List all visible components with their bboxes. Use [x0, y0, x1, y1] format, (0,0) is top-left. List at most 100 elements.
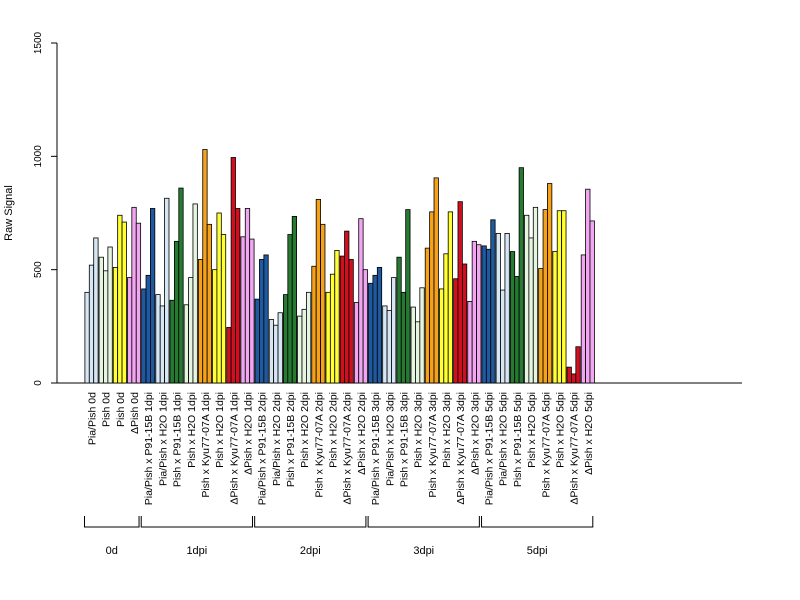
- y-tick-label: 0: [33, 380, 44, 386]
- bar: [509, 251, 516, 384]
- bar: [433, 177, 439, 384]
- bar: [495, 232, 501, 384]
- group-bracket: [140, 516, 253, 528]
- bar: [358, 218, 364, 384]
- bar: [376, 266, 383, 384]
- bar: [504, 232, 510, 384]
- bar: [438, 288, 445, 384]
- category-labels: Pia/Pish 0d Pish 0d Pish 0d ΔPish 0d Pia/Pis…: [87, 392, 595, 505]
- bar: [273, 324, 279, 384]
- bar: [117, 214, 123, 384]
- bar: [429, 211, 435, 384]
- bar: [164, 197, 170, 384]
- bar: [311, 265, 317, 384]
- category-label: ΔPish x Kyu77-07A 1dpi: [228, 392, 240, 505]
- category-label: ΔPish x H2O 3dpi: [469, 392, 481, 475]
- category-label: ΔPish x Kyu77-07A 5dpi: [569, 392, 581, 505]
- bar: [297, 315, 303, 384]
- category-label: Pish x H2O 1dpi: [186, 392, 198, 468]
- category-label: ΔPish x H2O 5dpi: [583, 392, 595, 475]
- bar: [98, 256, 104, 384]
- bar: [155, 294, 161, 384]
- group-label: 5dpi: [527, 545, 548, 557]
- bar: [362, 269, 368, 384]
- category-label: Pish x Kyu77-07A 2dpi: [313, 392, 325, 498]
- category-label: Pish x H2O 2dpi: [299, 392, 311, 468]
- category-label: Pish x H2O 3dpi: [441, 392, 453, 468]
- bar: [415, 321, 421, 384]
- bar: [419, 287, 425, 384]
- bar: [230, 157, 236, 384]
- bar: [320, 223, 326, 384]
- category-label: Pish x H2O 1dpi: [214, 392, 226, 468]
- bar: [518, 167, 524, 384]
- bar: [334, 249, 340, 384]
- category-label: Pia/Pish x P91-15B 2dpi: [257, 392, 269, 505]
- bar: [315, 198, 321, 384]
- bar: [183, 304, 189, 384]
- category-label: Pish x H2O 5dpi: [554, 392, 566, 468]
- bar: [481, 245, 487, 384]
- bar: [410, 306, 416, 384]
- group-label: 1dpi: [186, 545, 207, 557]
- bar: [424, 247, 431, 384]
- bar: [226, 327, 232, 384]
- bar: [547, 183, 553, 384]
- bar: [121, 221, 127, 384]
- bar: [447, 211, 454, 384]
- bars: [84, 149, 595, 384]
- bar: [566, 366, 572, 384]
- category-label: Pish 0d: [101, 392, 113, 427]
- bar: [528, 237, 534, 384]
- category-label: ΔPish x Kyu77-07A 3dpi: [455, 392, 467, 505]
- category-label: Pish x H2O 2dpi: [328, 392, 340, 468]
- bar: [457, 201, 463, 384]
- bar: [103, 270, 109, 384]
- category-label: Pia/Pish 0d: [87, 392, 99, 445]
- bar: [268, 319, 275, 384]
- bar: [244, 208, 251, 384]
- bar: [471, 240, 477, 384]
- bar: [93, 237, 99, 384]
- category-label: Pish x H2O 5dpi: [526, 392, 538, 468]
- bar: [259, 259, 265, 384]
- bar: [561, 210, 567, 384]
- bar: [589, 220, 595, 384]
- group-brackets: 0d 1dpi 2dpi 3dpi 5dpi: [84, 516, 594, 557]
- bar: [382, 305, 388, 384]
- bar: [84, 291, 90, 384]
- bar: [386, 310, 392, 384]
- bar: [485, 248, 492, 384]
- bar: [339, 255, 345, 384]
- bar: [283, 294, 289, 384]
- group-bracket: [84, 516, 140, 528]
- bar: [329, 273, 336, 384]
- bar: [476, 244, 482, 384]
- bar: [538, 268, 544, 384]
- bar: [235, 208, 241, 384]
- bar: [197, 259, 204, 384]
- bar: [291, 215, 298, 384]
- bar: [585, 188, 591, 384]
- bar: [220, 234, 227, 384]
- y-tick-label: 1500: [33, 31, 44, 54]
- bar: [353, 302, 360, 384]
- bar: [461, 263, 468, 384]
- bar: [277, 312, 283, 384]
- category-label: Pish x P91-15B 3dpi: [398, 392, 410, 487]
- bar: [301, 308, 307, 384]
- bar: [287, 234, 293, 384]
- bar: [443, 253, 449, 384]
- category-label: Pia/Pish x H2O 3dpi: [384, 392, 396, 486]
- group-label: 2dpi: [300, 545, 321, 557]
- y-axis: 0 500 1000 1500: [33, 31, 58, 386]
- category-label: Pish 0d: [115, 392, 127, 427]
- category-label: Pia/Pish x P91-15B 3dpi: [370, 392, 382, 505]
- category-label: Pish x Kyu77-07A 3dpi: [427, 392, 439, 498]
- bar: [348, 259, 354, 384]
- bar: [524, 214, 530, 384]
- bar: [127, 277, 133, 384]
- bar: [532, 206, 539, 384]
- bar: [490, 219, 496, 384]
